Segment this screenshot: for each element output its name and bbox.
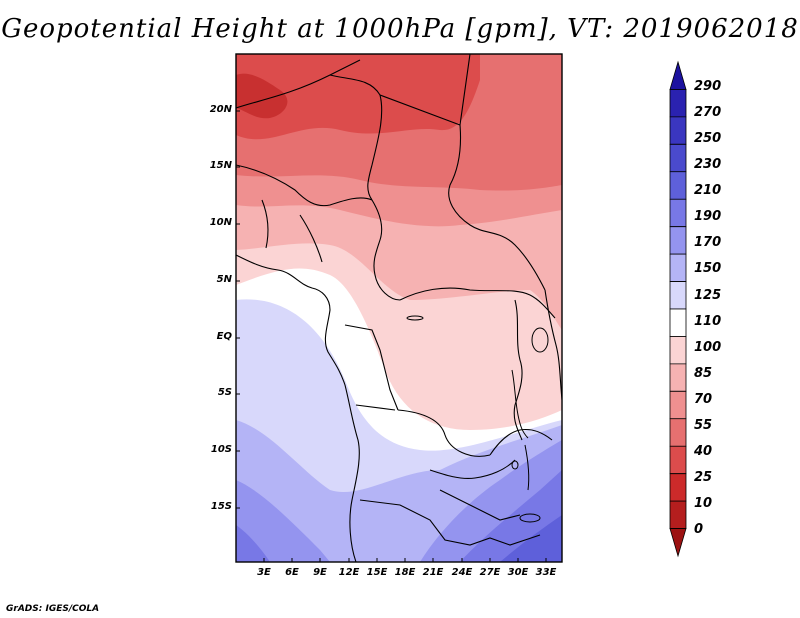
colorbar-label-170: 170 <box>694 235 722 250</box>
lakes <box>406 315 549 523</box>
colorbar-segment-100 <box>669 336 687 365</box>
lat-label-10n: 10N <box>209 217 232 228</box>
lon-label-30e: 30E <box>507 567 529 578</box>
colorbar <box>669 60 687 558</box>
grads-credit: GrADS: IGES/COLA <box>6 604 100 614</box>
colorbar-label-100: 100 <box>694 340 722 355</box>
lon-label-24e: 24E <box>451 567 473 578</box>
lat-label-10s: 10S <box>210 444 232 455</box>
colorbar-label-110: 110 <box>694 314 722 329</box>
lon-label-6e: 6E <box>285 567 299 578</box>
colorbar-segment-270 <box>669 89 687 118</box>
colorbar-segment-0 <box>669 528 687 558</box>
lat-label-15s: 15S <box>210 501 232 512</box>
colorbar-segment-25 <box>669 473 687 502</box>
lon-label-21e: 21E <box>422 567 444 578</box>
shade-band-deep-red <box>236 54 480 140</box>
shade-band-blue <box>236 480 330 562</box>
lon-label-3e: 3E <box>257 567 271 578</box>
colorbar-label-25: 25 <box>694 470 713 485</box>
colorbar-label-10: 10 <box>694 496 713 511</box>
lon-label-9e: 9E <box>313 567 327 578</box>
lat-label-15n: 15N <box>209 160 232 171</box>
colorbar-label-70: 70 <box>694 392 713 407</box>
colorbar-label-290: 290 <box>694 79 722 94</box>
shade-band-blue-sw <box>236 525 270 562</box>
colorbar-segment-85 <box>669 363 687 392</box>
lat-label-20n: 20N <box>209 104 232 115</box>
colorbar-segment-10 <box>669 500 687 529</box>
lon-label-15e: 15E <box>366 567 388 578</box>
colorbar-label-125: 125 <box>694 288 722 303</box>
colorbar-label-230: 230 <box>694 157 722 172</box>
lon-label-12e: 12E <box>338 567 360 578</box>
colorbar-label-190: 190 <box>694 209 722 224</box>
lon-label-18e: 18E <box>394 567 416 578</box>
colorbar-segment-230 <box>669 143 687 173</box>
colorbar-segment-40 <box>669 445 687 475</box>
axis-ticks <box>236 110 547 562</box>
plot-frame <box>235 53 563 563</box>
colorbar-segment-250 <box>669 116 687 145</box>
lat-label-eq: EQ <box>216 331 232 342</box>
coastlines-borders <box>236 54 562 562</box>
colorbar-segment-150 <box>669 253 687 282</box>
colorbar-segment-190 <box>669 198 687 228</box>
colorbar-label-55: 55 <box>694 418 713 433</box>
colorbar-segment-170 <box>669 226 687 255</box>
colorbar-segment-210 <box>669 171 687 200</box>
colorbar-label-0: 0 <box>694 522 704 537</box>
colorbar-label-40: 40 <box>694 444 713 459</box>
map-title: Geopotential Height at 1000hPa [gpm], VT… <box>1 14 799 44</box>
colorbar-segment-70 <box>669 390 687 420</box>
colorbar-label-270: 270 <box>694 105 722 120</box>
colorbar-label-85: 85 <box>694 366 713 381</box>
shade-band-darkest-red <box>236 73 288 119</box>
lon-label-33e: 33E <box>535 567 557 578</box>
colorbar-segment-110 <box>669 308 687 337</box>
lat-label-5n: 5N <box>216 274 232 285</box>
colorbar-label-210: 210 <box>694 183 722 198</box>
colorbar-label-150: 150 <box>694 261 722 276</box>
colorbar-segment-55 <box>669 418 687 447</box>
colorbar-segment-125 <box>669 281 687 310</box>
lon-label-27e: 27E <box>479 567 501 578</box>
colorbar-segment-290 <box>669 60 687 90</box>
lat-label-5s: 5S <box>217 387 232 398</box>
colorbar-label-250: 250 <box>694 131 722 146</box>
